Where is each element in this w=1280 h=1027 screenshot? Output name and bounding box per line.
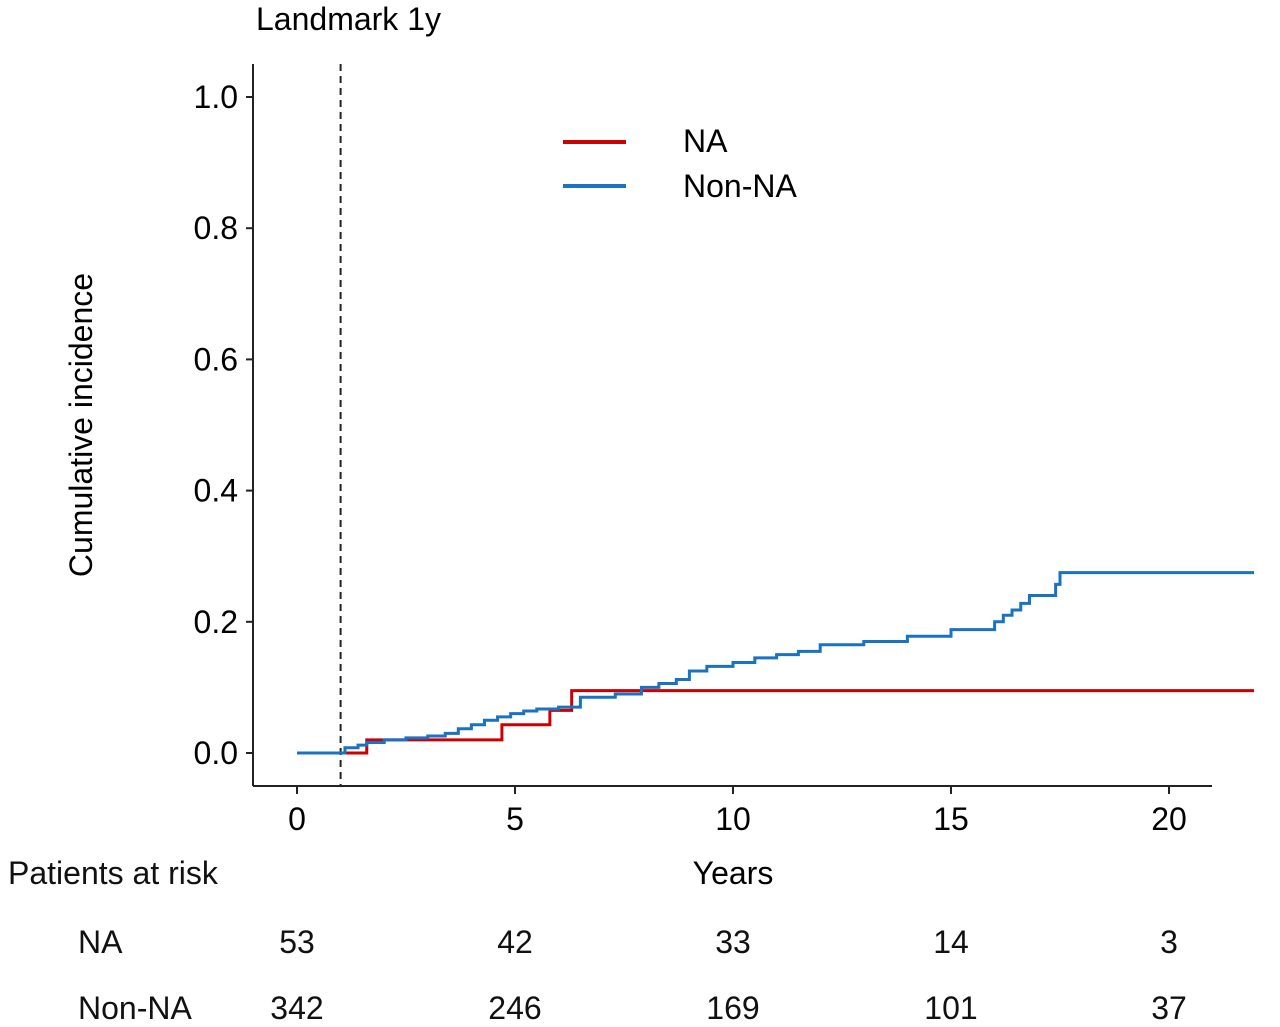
risk-cell: 246 xyxy=(488,990,542,1026)
risk-cell: 14 xyxy=(933,924,969,960)
risk-cell: 37 xyxy=(1151,990,1187,1026)
risk-row-label: Non-NA xyxy=(78,990,192,1026)
risk-cell: 33 xyxy=(715,924,751,960)
y-tick-label: 0.6 xyxy=(194,341,238,377)
risk-cell: 342 xyxy=(270,990,324,1026)
risk-table-title: Patients at risk xyxy=(8,855,218,891)
x-tick-label: 15 xyxy=(933,801,969,837)
y-tick-label: 0.8 xyxy=(194,210,238,246)
y-tick-label: 0.0 xyxy=(194,735,238,771)
y-axis: 0.0 0.2 0.4 0.6 0.8 1.0 xyxy=(194,64,254,786)
series-lines xyxy=(297,571,1254,755)
legend-label-non-na: Non-NA xyxy=(683,168,797,204)
y-axis-label: Cumulative incidence xyxy=(63,273,99,577)
y-tick-label: 0.2 xyxy=(194,604,238,640)
risk-cell: 3 xyxy=(1160,924,1178,960)
y-tick-label: 1.0 xyxy=(194,79,238,115)
series-line-na xyxy=(297,689,1254,755)
risk-cell: 53 xyxy=(279,924,315,960)
x-axis-label: Years xyxy=(693,855,774,891)
chart-title: Landmark 1y xyxy=(256,1,441,37)
x-tick-label: 20 xyxy=(1151,801,1187,837)
x-axis: 0 5 10 15 20 xyxy=(253,785,1212,837)
risk-row-label: NA xyxy=(78,924,123,960)
legend-label-na: NA xyxy=(683,123,728,159)
y-tick-label: 0.4 xyxy=(194,473,238,509)
risk-cell: 169 xyxy=(706,990,760,1026)
risk-cell: 101 xyxy=(924,990,978,1026)
series-line-non-na xyxy=(297,571,1254,755)
y-ticks: 0.0 0.2 0.4 0.6 0.8 1.0 xyxy=(194,79,253,771)
x-tick-label: 10 xyxy=(715,801,751,837)
x-ticks: 0 5 10 15 20 xyxy=(288,786,1187,837)
x-tick-label: 5 xyxy=(506,801,524,837)
x-tick-label: 0 xyxy=(288,801,306,837)
legend: NA Non-NA xyxy=(563,123,797,204)
risk-cell: 42 xyxy=(497,924,533,960)
